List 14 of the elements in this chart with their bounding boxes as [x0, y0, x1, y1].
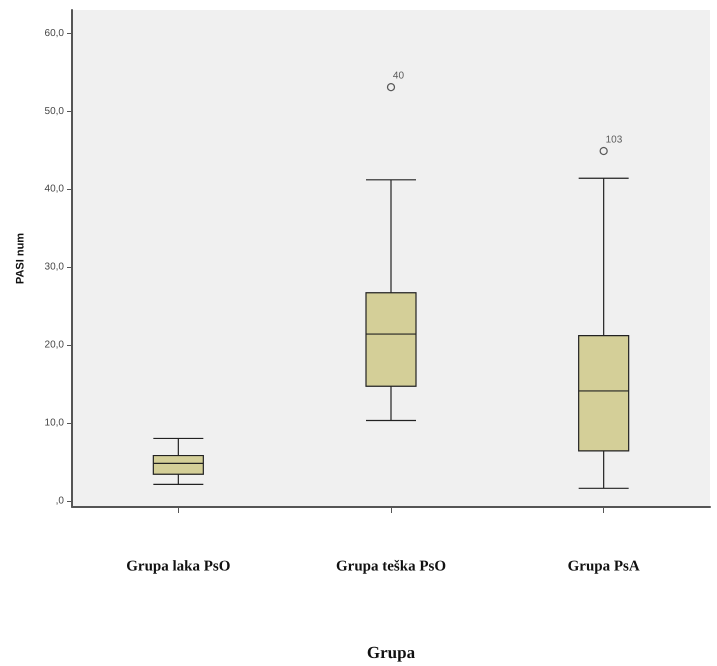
y-tick-label: 10,0 [44, 417, 64, 428]
y-tick-label: 50,0 [44, 106, 64, 117]
annotation: 40 [392, 70, 404, 82]
y-tick-label: 40,0 [44, 184, 64, 195]
annotation: 103 [606, 134, 623, 146]
x-axis-title: Grupa [366, 643, 416, 662]
x-tick-label: Grupa PsA [568, 558, 640, 574]
x-tick-label: Grupa laka PsO [126, 558, 230, 574]
y-axis-title: PASI num [14, 232, 26, 284]
y-tick-label: 20,0 [44, 339, 64, 350]
x-tick-label: Grupa teška PsO [336, 558, 446, 574]
y-tick-label: 30,0 [44, 262, 64, 273]
y-tick-label: 60,0 [44, 28, 64, 39]
y-tick-label: ,0 [56, 495, 64, 506]
